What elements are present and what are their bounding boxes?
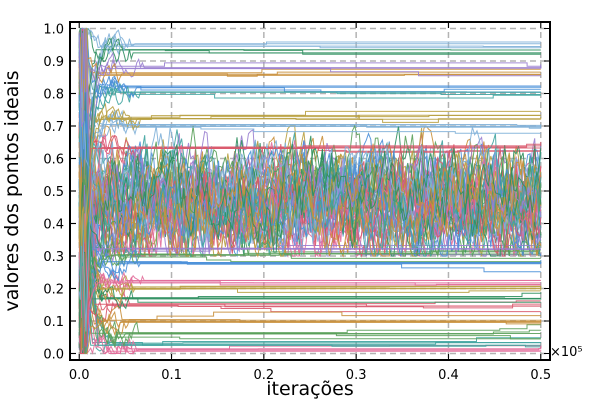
series-line — [78, 92, 542, 242]
series-line — [78, 124, 541, 332]
series-line — [78, 28, 541, 95]
series-line — [78, 110, 541, 247]
series-line — [78, 154, 541, 349]
x-tick-label: 0.3 — [346, 368, 367, 383]
series-line — [78, 102, 542, 246]
y-tick-label: 0.1 — [43, 315, 64, 330]
y-tick-label: 0.6 — [43, 153, 64, 168]
series-line — [78, 256, 541, 346]
y-tick-label: 0.4 — [43, 218, 64, 233]
y-tick-label: 0.9 — [43, 55, 64, 70]
series-line — [78, 92, 542, 316]
ticks: 0.0 0.1 0.2 0.3 0.4 0.5 0.0 0.1 0.2 0.3 0.4 0.5 0.6 0… — [43, 22, 551, 383]
series-line — [78, 143, 542, 336]
x-tick-label: 0.4 — [438, 368, 459, 383]
x-axis-title: iterações — [266, 378, 354, 400]
series-line — [78, 153, 542, 290]
x-tick-label: 0.5 — [530, 368, 551, 383]
series-line — [78, 68, 541, 158]
series-line — [78, 28, 541, 289]
series-line — [78, 65, 541, 296]
x-scale-label: ×10⁵ — [550, 345, 583, 360]
y-tick-label: 0.3 — [43, 250, 64, 265]
series-line — [78, 234, 541, 341]
x-tick-label: 0.0 — [69, 368, 90, 383]
series-line — [78, 50, 542, 282]
y-tick-label: 0.5 — [43, 185, 64, 200]
series-line — [78, 141, 542, 354]
x-tick-label: 0.1 — [161, 368, 182, 383]
y-tick-label: 0.2 — [43, 283, 64, 298]
y-tick-label: 0.7 — [43, 120, 64, 135]
series-line — [78, 34, 541, 163]
series-group — [78, 27, 542, 356]
y-tick-label: 0.8 — [43, 88, 64, 103]
x-tick-label: 0.2 — [254, 368, 275, 383]
y-axis-title: valores dos pontos ideais — [1, 70, 23, 311]
series-line — [78, 28, 541, 128]
y-tick-label: 1.0 — [43, 23, 64, 38]
y-tick-label: 0.0 — [43, 348, 64, 363]
series-line — [78, 91, 542, 257]
